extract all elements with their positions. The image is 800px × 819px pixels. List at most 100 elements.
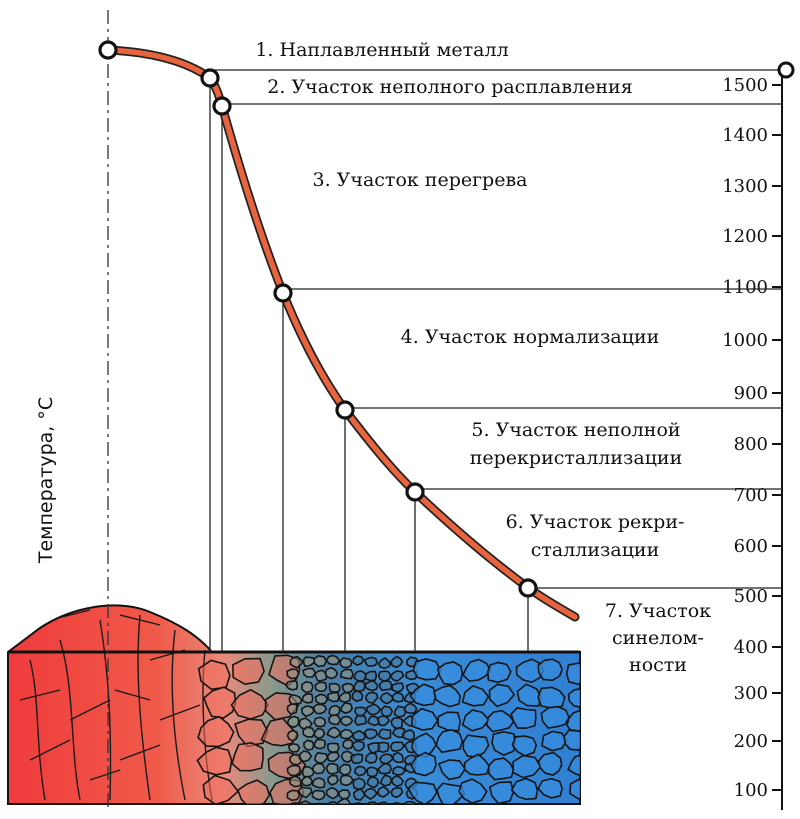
grain — [366, 776, 380, 789]
grain — [364, 752, 378, 765]
curve-marker — [200, 68, 220, 88]
grain — [314, 693, 329, 705]
grain — [437, 759, 467, 781]
grain — [289, 655, 304, 669]
grain — [339, 728, 355, 740]
grain — [301, 680, 314, 694]
grain — [391, 751, 404, 764]
grain — [354, 714, 367, 726]
scale-tick-label: 1500 — [722, 75, 768, 96]
grain — [389, 670, 405, 683]
grain — [569, 778, 580, 800]
weld-grain-boundary — [89, 769, 121, 781]
grain — [432, 684, 462, 708]
grain — [566, 708, 580, 733]
grain — [302, 667, 317, 678]
grain — [537, 777, 563, 799]
grain — [377, 670, 392, 683]
grain — [365, 691, 379, 704]
grain — [485, 709, 515, 733]
grain — [202, 774, 240, 804]
grain — [565, 662, 580, 686]
grain — [365, 801, 379, 804]
zone-guide-lines — [209, 69, 782, 652]
zone-label-2: 2. Участок неполного расплавления — [267, 76, 632, 98]
curve-marker — [98, 40, 118, 60]
grain — [286, 703, 298, 716]
grain — [325, 654, 341, 666]
zone-label-5: 5. Участок неполной — [471, 419, 680, 441]
grain — [411, 707, 439, 731]
grain — [516, 683, 542, 707]
grain — [512, 754, 542, 779]
grain — [380, 705, 394, 718]
curve-marker — [212, 96, 232, 116]
curve-marker — [335, 400, 355, 420]
grain — [376, 785, 391, 798]
grain — [462, 734, 490, 759]
grain — [313, 727, 326, 740]
grain — [297, 786, 313, 799]
zone-label-6: 6. Участок рекри- — [506, 511, 685, 533]
grain — [352, 655, 365, 666]
grain — [567, 753, 580, 778]
grain — [363, 728, 379, 740]
grain — [379, 774, 393, 787]
grain — [286, 789, 301, 802]
zone-labels: 1. Наплавленный металл 2. Участок неполно… — [255, 39, 711, 676]
grain — [352, 788, 367, 801]
grain — [284, 680, 299, 691]
grain — [298, 750, 313, 763]
temperature-scale: 1500 1400 1300 1200 1100 1000 900 800 700 600 500 4… — [722, 70, 783, 810]
grain — [364, 679, 379, 692]
grain — [339, 715, 354, 727]
grain — [436, 661, 464, 686]
grain — [302, 726, 316, 738]
grain — [327, 774, 339, 786]
grain — [488, 683, 516, 708]
grain — [340, 702, 354, 714]
scale-tick-label: 800 — [734, 434, 768, 455]
grain — [461, 709, 490, 732]
grain — [390, 786, 404, 799]
grain — [326, 751, 340, 763]
grain — [339, 763, 352, 776]
grain — [461, 684, 490, 707]
grain — [488, 781, 515, 804]
grain — [353, 670, 368, 683]
grain — [458, 778, 488, 804]
grain — [391, 682, 405, 693]
grain — [376, 801, 391, 804]
scale-tick-label: 1000 — [722, 330, 768, 351]
grain — [567, 687, 580, 709]
grain — [511, 735, 538, 757]
curve-marker — [518, 578, 538, 598]
grain — [311, 762, 326, 775]
grain — [410, 751, 437, 777]
grain — [390, 655, 404, 669]
scale-tick-label: 300 — [734, 683, 768, 704]
grain — [402, 800, 418, 804]
grain — [311, 789, 326, 801]
grain — [366, 715, 381, 727]
zone-label-3: 3. Участок перегрева — [313, 169, 528, 191]
grain — [376, 715, 390, 727]
weld-grain-boundary — [119, 614, 161, 626]
scale-tick-label: 1100 — [722, 277, 768, 298]
grain — [510, 777, 539, 801]
scale-tick-label: 600 — [734, 536, 768, 557]
grain — [196, 746, 233, 776]
curve-marker — [405, 482, 425, 502]
grain — [366, 703, 382, 716]
grain — [378, 679, 393, 692]
scale-tick-label: 1400 — [722, 125, 768, 146]
grain — [362, 787, 378, 801]
grain — [515, 658, 545, 684]
grain — [299, 800, 312, 804]
weld-grain-boundary — [59, 639, 81, 801]
grain — [463, 753, 491, 776]
grain — [407, 781, 438, 804]
grain — [391, 691, 405, 703]
grain — [236, 779, 271, 804]
grain — [378, 728, 392, 740]
